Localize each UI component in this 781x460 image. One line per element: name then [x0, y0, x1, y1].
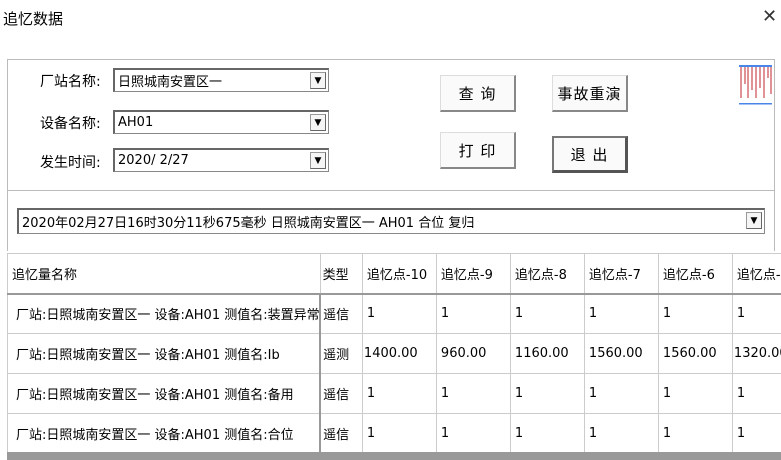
cell: 1160.00	[509, 333, 585, 374]
device-label: 设备名称:	[40, 116, 101, 132]
exit-button[interactable]: 退 出	[552, 136, 628, 173]
chevron-down-icon[interactable]: ▼	[310, 72, 326, 89]
cell-name: 厂站:日照城南安置区一 设备:AH01 测值名:备用	[7, 373, 322, 414]
query-panel	[7, 59, 775, 191]
col-header[interactable]: 追忆点-9	[435, 253, 511, 295]
cell: 1	[731, 413, 781, 454]
cell: 1	[657, 373, 733, 414]
cell-type: 遥信	[319, 413, 363, 454]
cell: 1	[583, 373, 659, 414]
cell: 1	[435, 413, 511, 454]
replay-button[interactable]: 事故重演	[552, 75, 628, 112]
horizontal-scrollbar[interactable]	[7, 452, 781, 460]
cell-type: 遥信	[319, 373, 363, 414]
window-title: 追忆数据	[3, 10, 64, 28]
date-picker[interactable]: 2020/ 2/27 ▼	[113, 148, 329, 172]
col-header[interactable]: 追忆点-8	[509, 253, 585, 295]
station-label: 厂站名称:	[40, 74, 101, 90]
event-value: 2020年02月27日16时30分11秒675毫秒 日照城南安置区一 AH01 …	[22, 216, 475, 231]
cell-type: 遥测	[319, 333, 363, 374]
col-header[interactable]: 类型	[319, 253, 363, 295]
table-row[interactable]: 厂站:日照城南安置区一 设备:AH01 测值名:备用 遥信 1 1 1 1 1 1	[7, 373, 781, 414]
device-select[interactable]: AH01 ▼	[113, 110, 329, 134]
cell: 1	[361, 373, 437, 414]
cell-name: 厂站:日照城南安置区一 设备:AH01 测值名:合位	[7, 413, 322, 454]
recall-table: 追忆量名称 类型 追忆点-10 追忆点-9 追忆点-8 追忆点-7 追忆点-6 …	[7, 253, 781, 454]
cell: 1	[509, 413, 585, 454]
time-label: 发生时间:	[40, 155, 101, 171]
col-header[interactable]: 追忆量名称	[7, 253, 321, 295]
cell: 1	[435, 373, 511, 414]
table-row[interactable]: 厂站:日照城南安置区一 设备:AH01 测值名:装置异常 遥信 1 1 1 1 1 1	[7, 293, 781, 334]
cell: 1	[583, 413, 659, 454]
station-value: 日照城南安置区一	[118, 75, 223, 90]
col-header[interactable]: 追忆点-10	[361, 253, 437, 295]
device-value: AH01	[118, 115, 154, 130]
cell: 1560.00	[583, 333, 659, 374]
table-row[interactable]: 厂站:日照城南安置区一 设备:AH01 测值名:Ib 遥测 1400.00 960.0…	[7, 333, 781, 374]
event-select[interactable]: 2020年02月27日16时30分11秒675毫秒 日照城南安置区一 AH01 …	[17, 208, 765, 234]
station-select[interactable]: 日照城南安置区一 ▼	[113, 68, 329, 92]
cell-name: 厂站:日照城南安置区一 设备:AH01 测值名:装置异常	[7, 293, 322, 334]
col-header[interactable]: 追忆点-6	[657, 253, 733, 295]
cell: 1	[509, 373, 585, 414]
cell: 1	[657, 413, 733, 454]
col-header[interactable]: 追忆点-	[731, 253, 781, 295]
col-header[interactable]: 追忆点-7	[583, 253, 659, 295]
cell: 1	[731, 293, 781, 334]
cell: 1320.00	[731, 333, 781, 374]
cell: 1	[583, 293, 659, 334]
cell: 960.00	[435, 333, 511, 374]
chevron-down-icon[interactable]: ▼	[310, 152, 326, 169]
cell: 1	[361, 293, 437, 334]
cell: 1	[731, 373, 781, 414]
chevron-down-icon[interactable]: ▼	[310, 114, 326, 131]
cell: 1	[361, 413, 437, 454]
event-panel	[7, 191, 775, 251]
query-button[interactable]: 查 询	[440, 75, 516, 112]
waveform-icon	[739, 65, 772, 105]
table-header: 追忆量名称 类型 追忆点-10 追忆点-9 追忆点-8 追忆点-7 追忆点-6 …	[7, 253, 781, 295]
table-row[interactable]: 厂站:日照城南安置区一 设备:AH01 测值名:合位 遥信 1 1 1 1 1 1	[7, 413, 781, 454]
print-button[interactable]: 打 印	[440, 132, 516, 169]
cell: 1	[509, 293, 585, 334]
cell: 1400.00	[361, 333, 437, 374]
close-icon[interactable]: ✕	[762, 6, 778, 27]
cell: 1560.00	[657, 333, 733, 374]
cell: 1	[435, 293, 511, 334]
cell: 1	[657, 293, 733, 334]
cell-name: 厂站:日照城南安置区一 设备:AH01 测值名:Ib	[7, 333, 322, 374]
cell-type: 遥信	[319, 293, 363, 334]
chevron-down-icon[interactable]: ▼	[746, 212, 762, 229]
time-value: 2020/ 2/27	[118, 153, 189, 168]
